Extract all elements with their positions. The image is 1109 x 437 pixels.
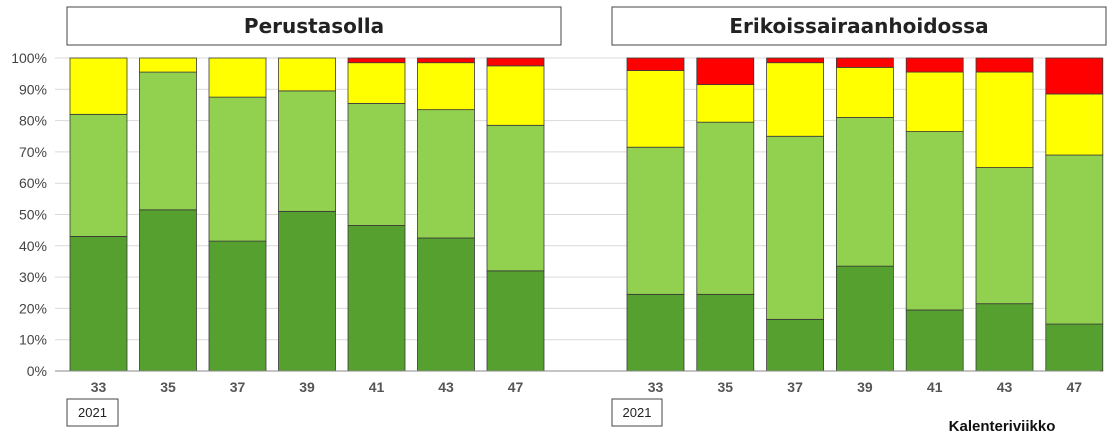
panel-perustasolla: Perustasolla 33 35 37 39 41 43 47 2021 <box>66 6 562 427</box>
bar-segment <box>626 146 685 295</box>
bar-segment <box>975 71 1034 168</box>
bar-segment <box>905 309 964 372</box>
x-axis-label: Kalenteriviikko <box>949 418 1056 435</box>
bar-segment <box>975 167 1034 305</box>
bar-segment <box>347 57 406 64</box>
panel-title: Erikoissairaanhoidossa <box>729 14 988 38</box>
panel-title-box <box>611 6 1107 46</box>
y-tick-label: 20% <box>19 300 47 316</box>
year-label: 2021 <box>78 405 107 420</box>
bar-segment <box>1045 93 1104 156</box>
bar-segment <box>69 113 128 237</box>
bar-segment <box>417 62 475 111</box>
x-tick-label: 41 <box>927 379 943 395</box>
bar-segment <box>975 57 1034 73</box>
bar-segment <box>1045 154 1104 325</box>
bar-segment <box>208 96 267 242</box>
x-tick-label: 33 <box>91 379 107 395</box>
x-tick-label: 41 <box>369 379 385 395</box>
bar-segment <box>836 57 894 68</box>
bar-segment <box>696 84 755 123</box>
y-tick-label: 10% <box>19 332 47 348</box>
bar-segment <box>1045 57 1104 95</box>
panel-title: Perustasolla <box>244 14 384 38</box>
bar-segment <box>278 90 336 212</box>
bar-segment <box>626 57 685 71</box>
bar-segment <box>69 57 128 115</box>
x-tick-label: 47 <box>508 379 524 395</box>
bar-segment <box>347 62 406 104</box>
x-tick-label: 47 <box>1067 379 1083 395</box>
bar-segment <box>836 66 894 118</box>
bar-segment <box>69 236 128 372</box>
bar-segment <box>347 225 406 372</box>
x-tick-label: 39 <box>857 379 873 395</box>
y-tick-label: 80% <box>19 113 47 129</box>
year-label: 2021 <box>623 405 652 420</box>
year-box <box>611 398 663 427</box>
bar-segment <box>208 240 267 372</box>
bar-segment <box>278 57 336 92</box>
bar-segment <box>766 57 824 64</box>
y-tick-label: 30% <box>19 269 47 285</box>
bar-segment <box>208 57 267 98</box>
bar-segment <box>905 57 964 73</box>
bars <box>626 57 1104 372</box>
bar-segment <box>278 210 336 372</box>
bar-segment <box>486 57 545 67</box>
bar-segment <box>486 124 545 272</box>
bar-segment <box>486 270 545 372</box>
x-tick-label: 35 <box>160 379 176 395</box>
bar-segment <box>836 265 894 372</box>
y-axis: 0% 10% 20% 30% 40% 50% 60% 70% 80% 90% 100% <box>11 50 47 379</box>
x-tick-label: 35 <box>718 379 734 395</box>
bar-segment <box>696 293 755 372</box>
x-tick-label: 33 <box>648 379 664 395</box>
x-tick-labels: 33 35 37 39 41 43 47 <box>91 379 524 395</box>
bar-segment <box>836 117 894 267</box>
bar-segment <box>347 102 406 226</box>
x-tick-labels: 33 35 37 39 41 43 47 <box>648 379 1083 395</box>
bar-segment <box>975 303 1034 372</box>
bar-segment <box>486 65 545 126</box>
bar-segment <box>417 57 475 64</box>
bar-segment <box>626 70 685 148</box>
bar-segment <box>139 57 197 73</box>
bar-segment <box>905 131 964 311</box>
bar-segment <box>139 71 197 211</box>
bar-segment <box>905 71 964 132</box>
bar-segment <box>417 109 475 239</box>
y-tick-label: 60% <box>19 175 47 191</box>
y-tick-label: 100% <box>11 50 47 66</box>
bar-segment <box>696 57 755 86</box>
bar-segment <box>139 209 197 372</box>
bar-segment <box>766 62 824 137</box>
y-tick-label: 70% <box>19 144 47 160</box>
y-tick-label: 40% <box>19 238 47 254</box>
bar-segment <box>626 293 685 372</box>
bar-segment <box>1045 323 1104 372</box>
bar-segment <box>417 237 475 372</box>
panel-erikoissairaanhoidossa: Erikoissairaanhoidossa 33 35 37 39 41 43 47 20… <box>611 6 1107 427</box>
bar-segment <box>766 135 824 320</box>
y-tick-label: 0% <box>27 363 47 379</box>
x-tick-label: 43 <box>997 379 1013 395</box>
x-tick-label: 43 <box>438 379 454 395</box>
x-tick-label: 37 <box>230 379 246 395</box>
y-tick-label: 50% <box>19 207 47 223</box>
panel-title-box <box>66 6 562 46</box>
bar-segment <box>696 121 755 295</box>
year-box <box>66 398 119 427</box>
bar-segment <box>766 318 824 372</box>
x-tick-label: 39 <box>299 379 315 395</box>
x-tick-label: 37 <box>787 379 803 395</box>
y-tick-label: 90% <box>19 81 47 97</box>
bars <box>69 57 545 372</box>
